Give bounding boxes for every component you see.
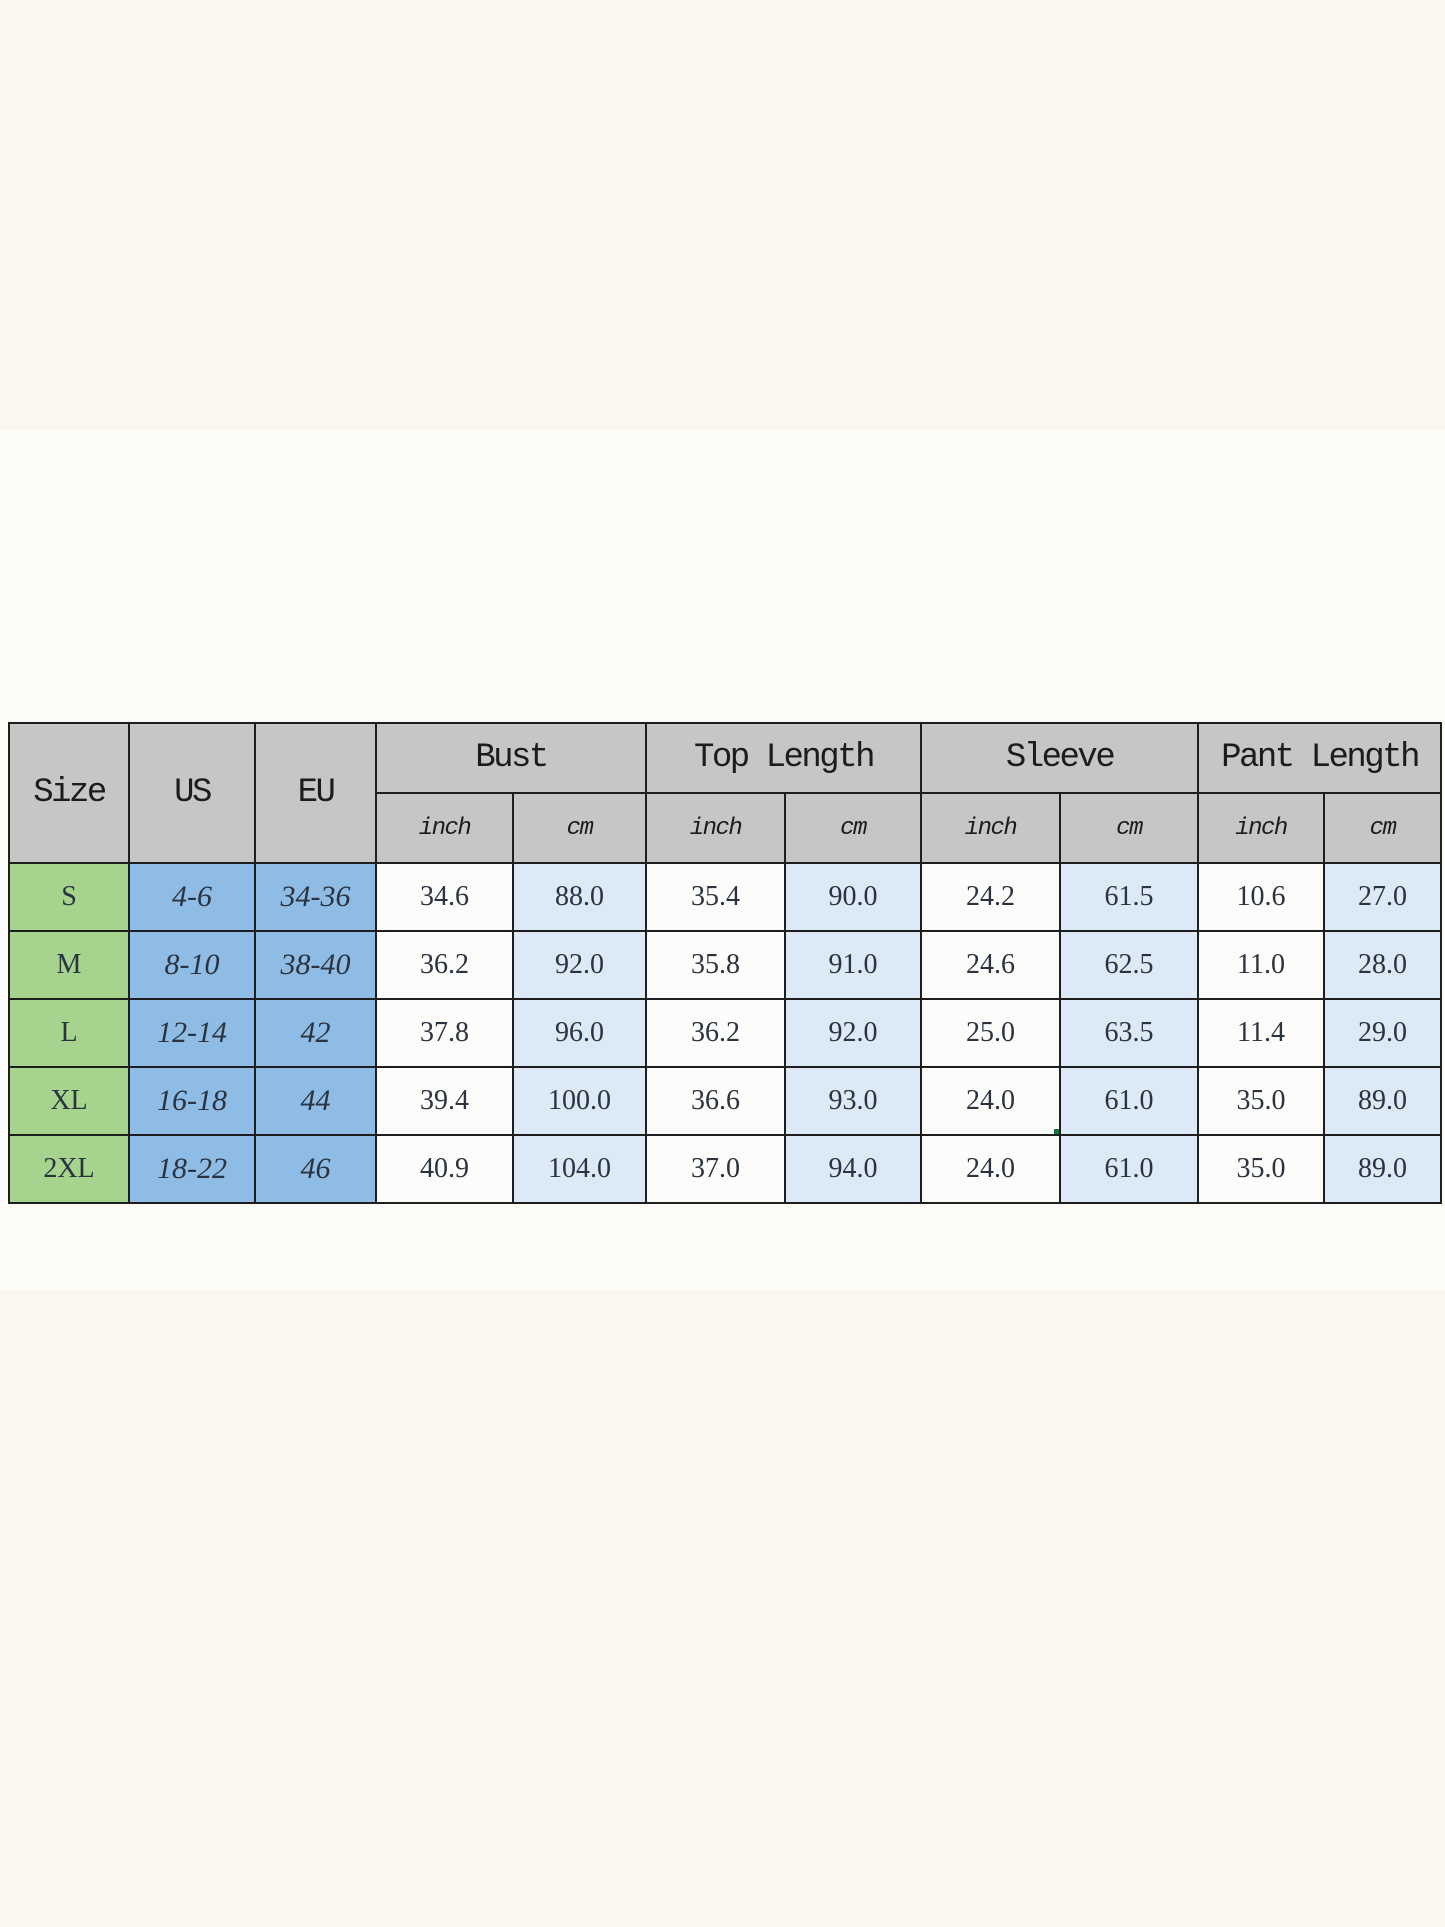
bust-cm-cell: 104.0 [512, 1134, 647, 1204]
header-group-row: Size US EU Bust Top Length Sleeve Pant L… [8, 722, 1443, 864]
pant-length-cm-cell: 27.0 [1323, 862, 1443, 932]
group-header-top-length: Top Length [644, 722, 923, 794]
sleeve-inch-cell: 24.6 [920, 930, 1062, 1000]
eu-cell: 44 [254, 1066, 377, 1136]
col-header-us: US [128, 722, 256, 864]
bust-inch-cell: 39.4 [375, 1066, 514, 1136]
bust-inch-cell: 36.2 [375, 930, 514, 1000]
size-cell: XL [8, 1066, 130, 1136]
size-chart-table: Size US EU Bust Top Length Sleeve Pant L… [8, 722, 1443, 1204]
eu-cell: 46 [254, 1134, 377, 1204]
size-cell: S [8, 862, 130, 932]
group-header-sleeve: Sleeve [920, 722, 1200, 794]
unit-header-pant-length-cm: cm [1323, 792, 1443, 864]
unit-header-sleeve-inch: inch [920, 792, 1062, 864]
top-length-cm-cell: 91.0 [783, 930, 923, 1000]
bust-inch-cell: 40.9 [375, 1134, 514, 1204]
bust-cm-cell: 96.0 [512, 998, 647, 1068]
sleeve-cm-cell: 61.0 [1059, 1134, 1200, 1204]
sleeve-inch-cell: 24.0 [920, 1134, 1062, 1204]
unit-header-top-length-inch: inch [645, 792, 786, 864]
pant-length-inch-cell: 11.0 [1197, 930, 1326, 1000]
sleeve-cm-cell: 63.5 [1059, 998, 1200, 1068]
pant-length-cm-cell: 28.0 [1323, 930, 1443, 1000]
us-cell: 8-10 [128, 930, 256, 1000]
unit-header-pant-length-inch: inch [1197, 792, 1326, 864]
table-row: S 4-6 34-36 34.6 88.0 35.4 90.0 24.2 61.… [8, 862, 1443, 932]
top-length-inch-cell: 36.2 [645, 998, 786, 1068]
pant-length-cm-cell: 89.0 [1323, 1134, 1443, 1204]
sleeve-inch-cell: 25.0 [920, 998, 1062, 1068]
pant-length-inch-cell: 10.6 [1197, 862, 1326, 932]
size-chart: Size US EU Bust Top Length Sleeve Pant L… [8, 722, 1443, 1204]
top-length-inch-cell: 35.8 [645, 930, 786, 1000]
eu-cell: 34-36 [254, 862, 377, 932]
top-length-cm-cell: 94.0 [783, 1134, 923, 1204]
top-length-cm-cell: 90.0 [783, 862, 923, 932]
selected-cell: 24.0 [920, 1066, 1062, 1136]
unit-header-top-length-cm: cm [783, 792, 923, 864]
unit-header-bust-inch: inch [375, 792, 514, 864]
table-row: L 12-14 42 37.8 96.0 36.2 92.0 25.0 63.5… [8, 998, 1443, 1068]
size-cell: L [8, 998, 130, 1068]
bust-inch-cell: 37.8 [375, 998, 514, 1068]
us-cell: 4-6 [128, 862, 256, 932]
unit-header-bust-cm: cm [512, 792, 647, 864]
sleeve-cm-cell: 61.5 [1059, 862, 1200, 932]
eu-cell: 42 [254, 998, 377, 1068]
col-header-eu: EU [254, 722, 377, 864]
header-unit-row: inch cm inch cm inch cm inch cm [9, 792, 1443, 864]
table-row: 2XL 18-22 46 40.9 104.0 37.0 94.0 24.0 6… [8, 1134, 1443, 1204]
top-length-cm-cell: 92.0 [783, 998, 923, 1068]
us-cell: 18-22 [128, 1134, 256, 1204]
group-header-pant-length: Pant Length [1197, 722, 1443, 794]
bust-cm-cell: 88.0 [512, 862, 647, 932]
table-row: XL 16-18 44 39.4 100.0 36.6 93.0 24.0 61… [8, 1066, 1443, 1136]
pant-length-inch-cell: 11.4 [1197, 998, 1326, 1068]
top-length-inch-cell: 36.6 [645, 1066, 786, 1136]
eu-cell: 38-40 [254, 930, 377, 1000]
top-length-cm-cell: 93.0 [783, 1066, 923, 1136]
unit-header-sleeve-cm: cm [1059, 792, 1200, 864]
sleeve-cm-cell: 62.5 [1059, 930, 1200, 1000]
size-cell: M [8, 930, 130, 1000]
pant-length-cm-cell: 29.0 [1323, 998, 1443, 1068]
top-length-inch-cell: 37.0 [645, 1134, 786, 1204]
bust-inch-cell: 34.6 [375, 862, 514, 932]
table-row: M 8-10 38-40 36.2 92.0 35.8 91.0 24.6 62… [8, 930, 1443, 1000]
sleeve-inch-cell: 24.2 [920, 862, 1062, 932]
top-length-inch-cell: 35.4 [645, 862, 786, 932]
size-cell: 2XL [8, 1134, 130, 1204]
pant-length-inch-cell: 35.0 [1197, 1134, 1326, 1204]
us-cell: 12-14 [128, 998, 256, 1068]
bust-cm-cell: 92.0 [512, 930, 647, 1000]
pant-length-inch-cell: 35.0 [1197, 1066, 1326, 1136]
us-cell: 16-18 [128, 1066, 256, 1136]
col-header-size: Size [8, 722, 130, 864]
pant-length-cm-cell: 89.0 [1323, 1066, 1443, 1136]
sleeve-cm-cell: 61.0 [1059, 1066, 1200, 1136]
group-header-bust: Bust [375, 722, 647, 794]
bust-cm-cell: 100.0 [512, 1066, 647, 1136]
